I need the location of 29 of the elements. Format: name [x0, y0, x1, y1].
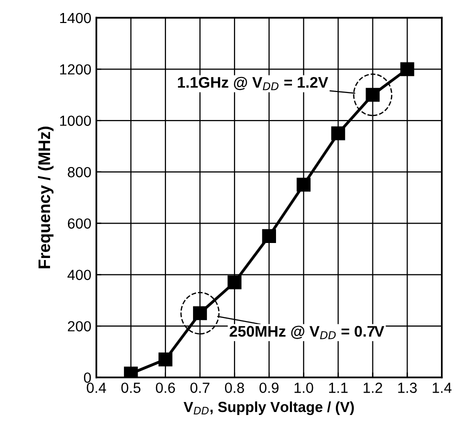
- y-axis-title: Frequency / (MHz): [38, 126, 54, 268]
- y-tick-label: 400: [67, 270, 91, 280]
- x-tick-label: 1.2: [364, 382, 382, 393]
- y-tick-label: 0: [84, 372, 91, 383]
- y-tick-label: 1200: [60, 64, 91, 75]
- y-tick-label: 800: [68, 166, 91, 178]
- y-tick-label: 600: [68, 218, 91, 229]
- point: [262, 229, 276, 244]
- annotation: 1.1GHz @ V$_{DD}$ = 1.2V: [178, 76, 328, 90]
- x-tick-label: 0.7: [190, 382, 210, 393]
- x-axis-title: V$_{DD}$, Supply Voltage / (V): [184, 401, 354, 416]
- y-tick-label: 1400: [60, 12, 91, 24]
- x-tick-label: 1.3: [398, 382, 417, 393]
- x-tick-label: 0.6: [156, 382, 175, 393]
- x-tick-label: 0.8: [224, 382, 244, 393]
- x-tick-label: 1.0: [294, 382, 314, 393]
- point: [331, 126, 346, 140]
- x-tick-label: 0.4: [86, 382, 106, 393]
- point: [158, 352, 172, 366]
- x-tick-label: 0.5: [121, 382, 140, 393]
- x-tick-label: 1.1: [329, 382, 348, 393]
- x-tick-label: 0.9: [260, 382, 279, 393]
- y-tick-label: 200: [68, 321, 91, 332]
- x-tick-label: 1.4: [432, 382, 452, 393]
- y-tick-label: 1000: [60, 116, 91, 126]
- point: [296, 178, 311, 192]
- annotation: 250MHz @ V$_{DD}$ = 0.7V: [230, 326, 384, 340]
- point: [400, 62, 414, 76]
- point: [228, 275, 242, 290]
